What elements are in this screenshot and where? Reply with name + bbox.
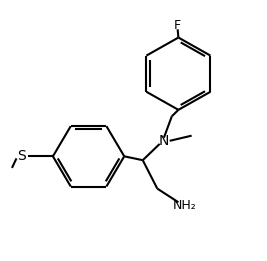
Text: S: S — [17, 149, 26, 163]
Text: NH₂: NH₂ — [173, 199, 197, 212]
Text: N: N — [159, 134, 169, 148]
Text: F: F — [174, 19, 181, 32]
